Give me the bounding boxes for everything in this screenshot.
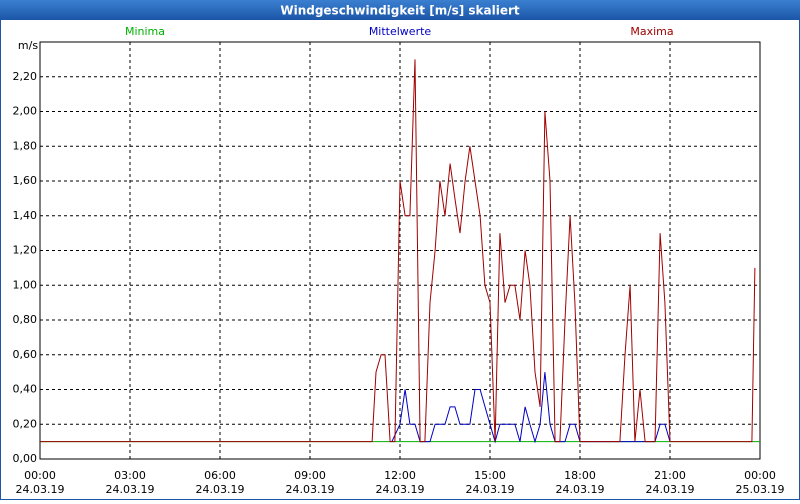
y-tick-label: 0,40 <box>13 383 38 396</box>
x-tick-date: 24.03.19 <box>16 483 65 496</box>
legend-entry: Minima <box>125 25 165 38</box>
y-tick-label: 1,60 <box>13 174 38 187</box>
y-tick-label: 0,20 <box>13 417 38 430</box>
series-line <box>391 372 671 444</box>
y-tick-label: 1,80 <box>13 139 38 152</box>
x-tick-label: 18:00 <box>564 469 596 482</box>
x-tick-date: 24.03.19 <box>106 483 155 496</box>
y-tick-label: 2,00 <box>13 105 38 118</box>
series-line <box>40 59 756 443</box>
x-tick-date: 24.03.19 <box>556 483 605 496</box>
x-tick-label: 00:00 <box>744 469 776 482</box>
x-tick-label: 12:00 <box>384 469 416 482</box>
title-bar <box>0 0 800 20</box>
legend-entry: Mittelwerte <box>369 25 432 38</box>
x-tick-date: 24.03.19 <box>466 483 515 496</box>
x-tick-label: 15:00 <box>474 469 506 482</box>
x-tick-label: 09:00 <box>294 469 326 482</box>
x-tick-date: 24.03.19 <box>286 483 335 496</box>
y-axis-label: m/s <box>18 39 38 52</box>
x-tick-label: 03:00 <box>114 469 146 482</box>
x-tick-date: 24.03.19 <box>646 483 695 496</box>
legend-entry: Maxima <box>630 25 673 38</box>
x-tick-date: 24.03.19 <box>376 483 425 496</box>
y-tick-label: 0,80 <box>13 313 38 326</box>
x-tick-date: 25.03.19 <box>736 483 785 496</box>
x-tick-label: 00:00 <box>24 469 56 482</box>
x-tick-date: 24.03.19 <box>196 483 245 496</box>
y-tick-label: 1,00 <box>13 278 38 291</box>
y-tick-label: 0,00 <box>13 452 38 465</box>
x-tick-label: 21:00 <box>654 469 686 482</box>
y-tick-label: 2,20 <box>13 70 38 83</box>
y-tick-label: 1,20 <box>13 244 38 257</box>
y-tick-label: 0,60 <box>13 348 38 361</box>
y-tick-label: 1,40 <box>13 209 38 222</box>
chart-title: Windgeschwindigkeit [m/s] skaliert <box>280 4 520 18</box>
x-tick-label: 06:00 <box>204 469 236 482</box>
